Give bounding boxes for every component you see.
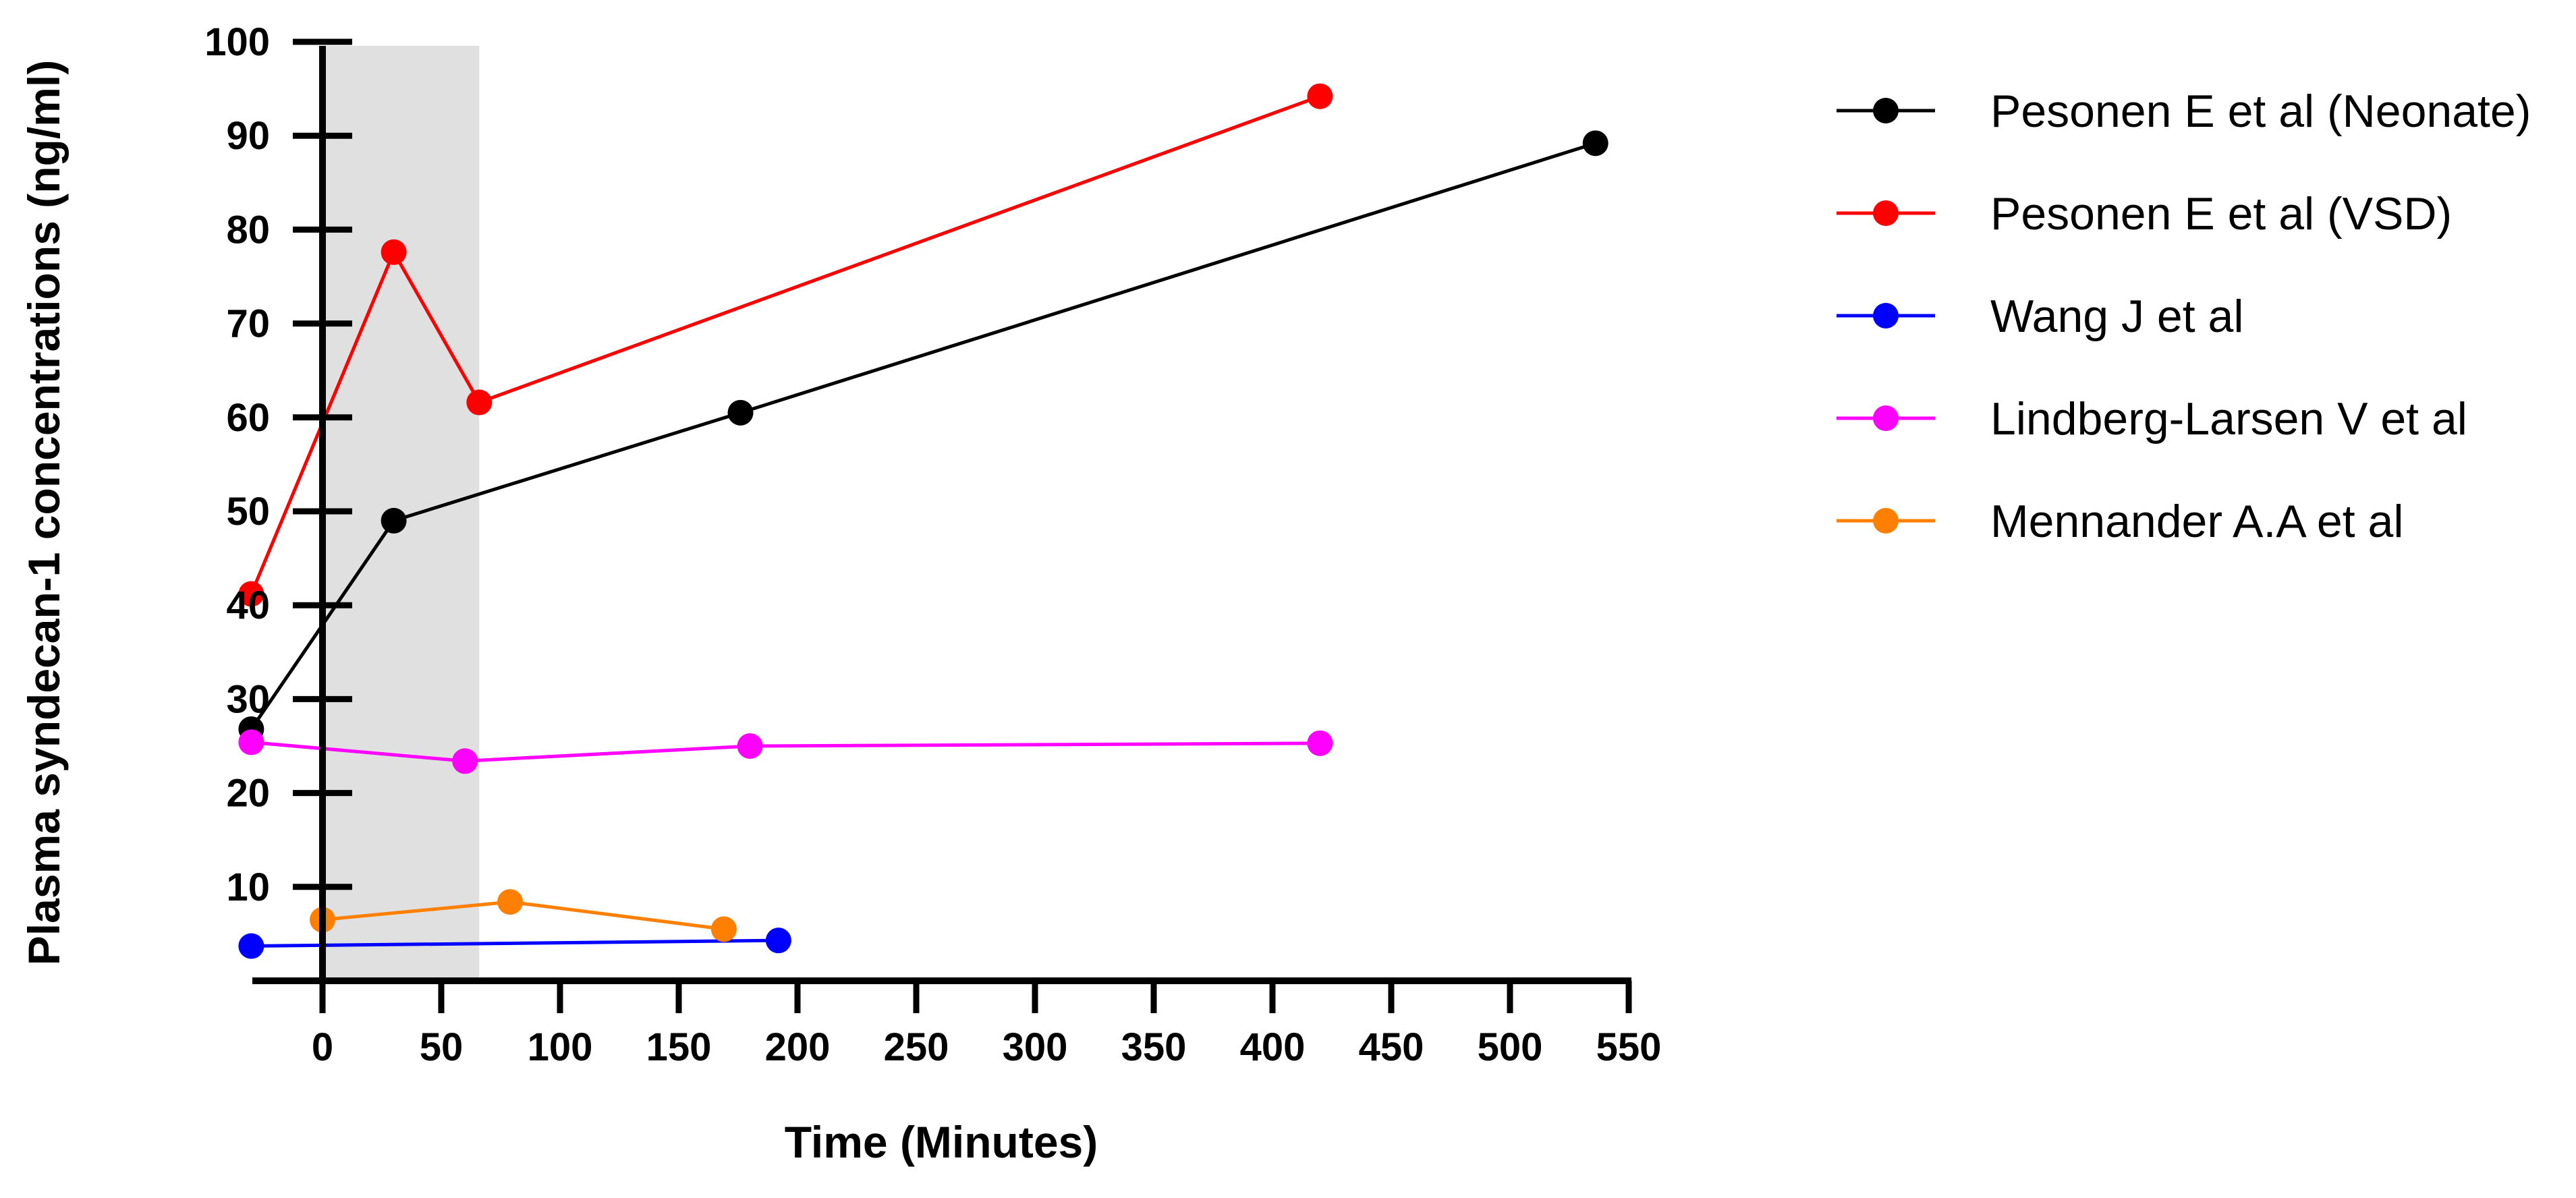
data-point — [727, 399, 754, 426]
x-tick-label: 100 — [528, 1025, 593, 1069]
legend-item: Mennander A.A et al — [1837, 496, 2403, 547]
y-tick-label: 50 — [226, 490, 270, 534]
x-tick-label: 400 — [1240, 1025, 1306, 1069]
x-tick-label: 300 — [1003, 1025, 1068, 1069]
data-point — [466, 389, 493, 416]
data-point — [238, 581, 264, 607]
series-3 — [238, 729, 1333, 774]
legend-item: Pesonen E et al (VSD) — [1837, 188, 2452, 239]
y-tick-label: 40 — [226, 583, 270, 627]
legend-marker — [1873, 405, 1899, 431]
data-point — [765, 928, 791, 954]
legend-label: Mennander A.A et al — [1990, 496, 2403, 547]
data-point — [238, 933, 264, 959]
x-tick-label: 450 — [1359, 1025, 1424, 1069]
data-point — [710, 916, 737, 942]
legend-label: Lindberg-Larsen V et al — [1990, 393, 2467, 445]
y-tick-label: 60 — [226, 396, 270, 440]
x-axis-title: Time (Minutes) — [785, 1117, 1098, 1167]
data-point — [1582, 130, 1608, 156]
data-point — [381, 507, 407, 534]
legend-marker — [1873, 98, 1899, 123]
y-tick-label: 10 — [226, 865, 270, 909]
data-point — [452, 748, 478, 774]
data-point — [1307, 730, 1333, 756]
y-tick-label: 20 — [226, 772, 270, 816]
x-tick-label: 50 — [420, 1025, 464, 1069]
y-tick-label: 90 — [226, 114, 270, 158]
legend-label: Pesonen E et al (VSD) — [1990, 188, 2452, 239]
series-4 — [310, 889, 737, 942]
data-point — [238, 729, 264, 755]
x-tick-label: 0 — [312, 1025, 333, 1069]
x-tick-label: 250 — [884, 1025, 949, 1069]
x-tick-label: 200 — [765, 1025, 831, 1069]
x-tick-label: 500 — [1478, 1025, 1543, 1069]
data-point — [737, 733, 763, 759]
data-point — [381, 239, 407, 265]
legend-item: Wang J et al — [1837, 291, 2243, 342]
series-2 — [238, 928, 791, 959]
x-tick-label: 150 — [646, 1025, 712, 1069]
legend-item: Pesonen E et al (Neonate) — [1837, 86, 2531, 137]
legend-label: Pesonen E et al (Neonate) — [1990, 86, 2531, 137]
y-tick-label: 30 — [226, 677, 270, 721]
legend-marker — [1873, 508, 1899, 534]
legend-marker — [1873, 200, 1899, 226]
series-line — [251, 938, 779, 948]
legend-label: Wang J et al — [1990, 291, 2243, 342]
series-line — [251, 740, 1320, 763]
x-tick-label: 350 — [1121, 1025, 1187, 1069]
y-tick-label: 70 — [226, 302, 270, 346]
y-axis-title: Plasma syndecan-1 concentrations (ng/ml) — [19, 60, 69, 965]
legend-marker — [1873, 303, 1899, 329]
data-point — [497, 889, 524, 915]
data-point — [1307, 83, 1333, 109]
y-tick-label: 80 — [226, 208, 270, 252]
legend-item: Lindberg-Larsen V et al — [1837, 393, 2467, 445]
y-tick-label: 100 — [204, 20, 270, 64]
x-tick-label: 550 — [1596, 1025, 1662, 1069]
legend: Pesonen E et al (Neonate) Pesonen E et al… — [1837, 86, 2531, 547]
